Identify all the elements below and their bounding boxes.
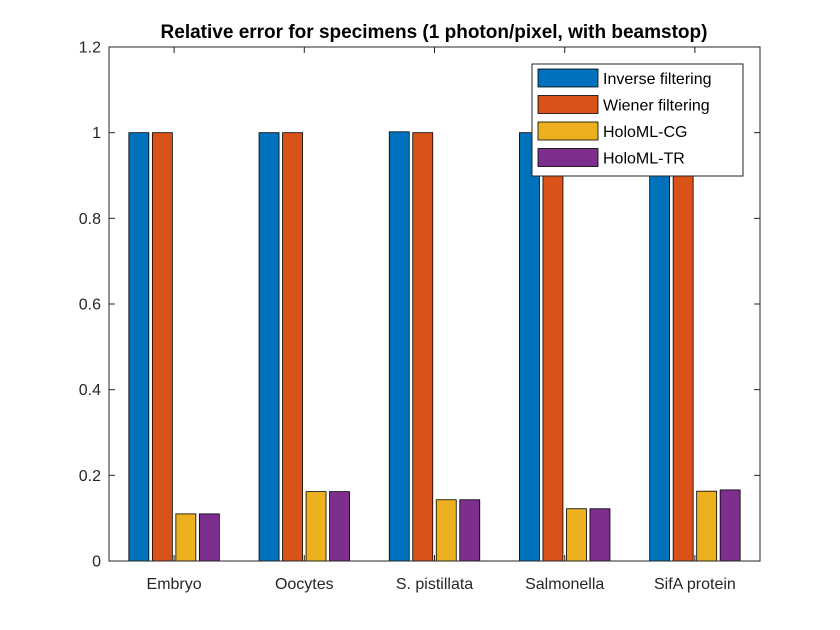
y-tick-label: 0.2 [79,468,101,485]
bar [282,132,303,562]
bar [566,508,587,562]
bars-group [128,131,741,562]
bar [128,132,150,562]
bar [589,508,611,562]
x-tick-label: Embryo [147,576,202,593]
bar [719,489,741,562]
legend-swatch [537,95,599,114]
x-tick-label: SifA protein [654,576,736,593]
bar [435,499,457,562]
bar [329,491,350,562]
y-tick-label: 0.6 [79,297,101,314]
chart-title: Relative error for specimens (1 photon/p… [161,22,708,43]
legend: Inverse filtering Wiener filtering HoloML-… [531,63,744,177]
legend-swatch [537,121,599,141]
bar [412,132,434,562]
x-tick-label: Oocytes [275,576,334,593]
y-tick-label: 0 [92,554,101,571]
bar [388,131,410,562]
legend-swatch [537,148,599,167]
bar [459,499,481,562]
legend-label: Inverse filtering [603,71,712,88]
y-tick-label: 0.8 [79,211,101,228]
bar [198,513,220,562]
bar [696,490,718,562]
x-tick-label: S. pistillata [396,576,473,593]
bar [672,132,694,562]
y-tick-label: 0.4 [79,382,101,399]
bar [305,491,327,562]
legend-label: Wiener filtering [603,98,710,115]
x-tick-label: Salmonella [525,576,604,593]
y-tick-label: 1 [92,125,101,142]
y-tick-label: 1.2 [79,40,101,57]
bar [258,132,280,562]
bar [519,132,540,562]
bar [151,132,173,562]
bar [175,513,197,562]
bar [542,132,564,562]
legend-swatch [537,68,599,88]
legend-label: HoloML-TR [603,151,685,168]
bar [649,132,671,562]
legend-label: HoloML-CG [603,124,687,141]
axes-group: 0 0.2 0.4 0.6 0.8 1 1.2 Embryo Oocytes S. pistill… [79,40,761,593]
